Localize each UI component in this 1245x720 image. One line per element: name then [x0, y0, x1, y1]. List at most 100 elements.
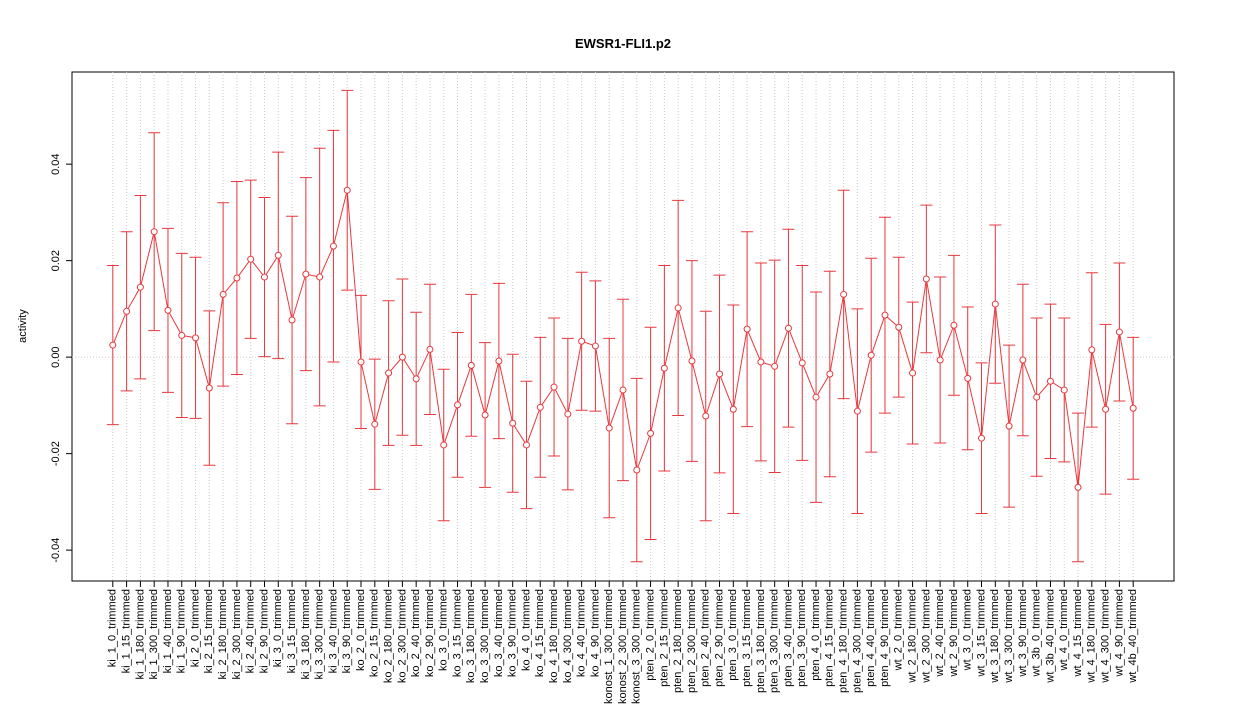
data-point: [536, 403, 544, 411]
x-tick-label: ko_3_90_trimmed: [507, 589, 519, 677]
x-tick-label: konost_1_300_trimmed: [603, 589, 615, 704]
x-tick-label: pten_2_180_trimmed: [672, 589, 684, 693]
x-tick-label: ko_3_300_trimmed: [479, 589, 491, 683]
x-tick-label: wt_3_300_trimmed: [1003, 589, 1015, 684]
data-point: [109, 341, 117, 349]
data-point: [964, 374, 972, 382]
x-tick-label: ko_4_15_trimmed: [534, 589, 546, 677]
x-tick-label: ko_4_40_trimmed: [576, 589, 588, 677]
x-tick-label: ko_2_300_trimmed: [396, 589, 408, 683]
data-point: [1005, 422, 1013, 430]
data-point: [867, 351, 875, 359]
data-point: [440, 441, 448, 449]
data-point: [660, 364, 668, 372]
data-point: [978, 434, 986, 442]
data-point: [743, 325, 751, 333]
y-tick-label: 0.00: [50, 346, 62, 367]
x-tick-label: pten_4_40_trimmed: [865, 589, 877, 687]
x-tick-label: konost_2_300_trimmed: [617, 589, 629, 704]
data-point: [426, 345, 434, 353]
data-point: [205, 384, 213, 392]
x-tick-label: wt_3_15_trimmed: [975, 589, 987, 677]
x-tick-label: wt_2_90_trimmed: [948, 589, 960, 677]
x-tick-label: wt_4_300_trimmed: [1100, 589, 1112, 684]
x-tick-label: wt_3b_40_trimmed: [1044, 589, 1056, 684]
y-tick-label: 0.04: [50, 153, 62, 174]
data-point: [757, 358, 765, 366]
x-tick-label: wt_4_0_trimmed: [1058, 589, 1070, 671]
x-tick-label: pten_3_15_trimmed: [741, 589, 753, 687]
x-tick-label: ki_3_90_trimmed: [341, 589, 353, 673]
x-tick-label: ko_3_40_trimmed: [493, 589, 505, 677]
data-point: [716, 370, 724, 378]
data-point: [922, 275, 930, 283]
x-tick-label: pten_2_90_trimmed: [713, 589, 725, 687]
x-tick-label: ko_3_15_trimmed: [451, 589, 463, 677]
x-tick-label: pten_4_300_trimmed: [851, 589, 863, 693]
x-tick-label: wt_2_300_trimmed: [920, 589, 932, 684]
y-tick-label: -0.04: [50, 538, 62, 563]
x-tick-label: ki_3_300_trimmed: [314, 589, 326, 680]
data-point: [178, 331, 186, 339]
x-tick-label: pten_3_180_trimmed: [755, 589, 767, 693]
x-tick-label: pten_4_0_trimmed: [810, 589, 822, 681]
data-point: [274, 251, 282, 259]
x-tick-label: wt_4_180_trimmed: [1086, 589, 1098, 684]
data-point: [495, 357, 503, 365]
data-point: [798, 359, 806, 367]
x-tick-label: ki_2_180_trimmed: [217, 589, 229, 680]
data-point: [398, 353, 406, 361]
data-point: [412, 375, 420, 383]
x-tick-label: wt_2_40_trimmed: [934, 589, 946, 677]
x-tick-label: pten_4_15_trimmed: [824, 589, 836, 687]
data-point: [316, 273, 324, 281]
data-point: [853, 407, 861, 415]
data-point: [950, 321, 958, 329]
data-point: [1019, 356, 1027, 364]
x-tick-label: ko_4_300_trimmed: [562, 589, 574, 683]
data-point: [840, 290, 848, 298]
x-tick-label: ko_2_40_trimmed: [410, 589, 422, 677]
data-point: [674, 304, 682, 312]
data-point: [1074, 483, 1082, 491]
data-point: [509, 419, 517, 427]
x-tick-label: wt_3_90_trimmed: [1017, 589, 1029, 677]
x-tick-label: ko_4_90_trimmed: [589, 589, 601, 677]
data-point: [688, 357, 696, 365]
x-tick-label: ko_4_180_trimmed: [548, 589, 560, 683]
data-point: [550, 383, 558, 391]
x-tick-label: pten_3_0_trimmed: [727, 589, 739, 681]
data-point: [1115, 328, 1123, 336]
data-point: [647, 429, 655, 437]
data-point: [1046, 377, 1054, 385]
data-point: [1060, 386, 1068, 394]
x-tick-label: ki_3_40_trimmed: [327, 589, 339, 673]
x-tick-label: ki_1_90_trimmed: [176, 589, 188, 673]
x-tick-label: ko_3_0_trimmed: [438, 589, 450, 671]
x-tick-label: pten_2_300_trimmed: [686, 589, 698, 693]
data-point: [619, 386, 627, 394]
data-point: [1102, 405, 1110, 413]
x-tick-label: ko_2_0_trimmed: [355, 589, 367, 671]
data-point: [895, 323, 903, 331]
x-tick-label: pten_2_40_trimmed: [700, 589, 712, 687]
x-tick-label: wt_2_0_trimmed: [893, 589, 905, 671]
x-tick-label: pten_2_0_trimmed: [644, 589, 656, 681]
data-point: [784, 324, 792, 332]
x-tick-label: wt_4_90_trimmed: [1113, 589, 1125, 677]
x-tick-label: wt_2_180_trimmed: [906, 589, 918, 684]
x-tick-label: pten_2_15_trimmed: [658, 589, 670, 687]
data-point: [812, 393, 820, 401]
data-point: [357, 358, 365, 366]
x-tick-label: ki_1_15_trimmed: [121, 589, 133, 673]
x-tick-label: pten_4_180_trimmed: [838, 589, 850, 693]
data-point: [233, 274, 241, 282]
x-tick-label: ki_1_40_trimmed: [162, 589, 174, 673]
x-tick-label: ki_2_300_trimmed: [231, 589, 243, 680]
data-point: [991, 300, 999, 308]
x-tick-label: wt_4b_40_trimmed: [1127, 589, 1139, 684]
data-point: [522, 441, 530, 449]
data-point: [729, 405, 737, 413]
x-tick-label: ki_1_300_trimmed: [148, 589, 160, 680]
